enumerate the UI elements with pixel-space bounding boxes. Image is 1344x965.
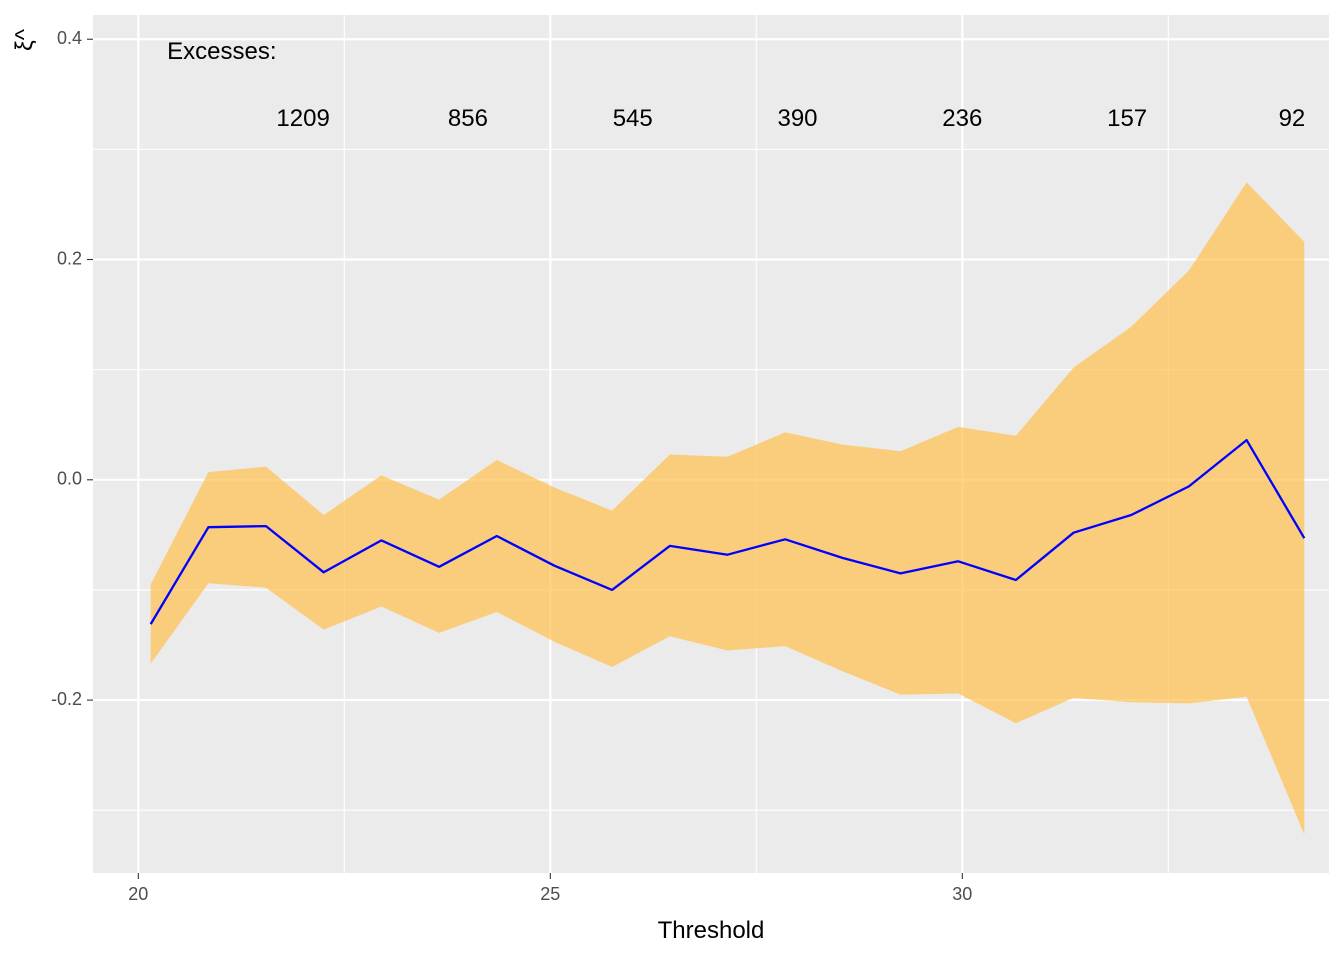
excess-count-label: 545 [613, 105, 653, 132]
excess-count-label: 157 [1107, 105, 1147, 132]
excesses-annotation-layer: Excesses: 1209 856 545 390 236 157 92 [167, 38, 1305, 132]
excess-count-label: 236 [942, 105, 982, 132]
y-tick-label: -0.2 [51, 689, 82, 709]
y-axis: -0.2 0.0 0.2 0.4 [51, 28, 93, 709]
confidence-band [150, 182, 1305, 835]
y-tick-label: 0.2 [57, 248, 82, 268]
x-axis-title: Threshold [658, 917, 765, 944]
excess-count-label: 92 [1279, 105, 1306, 132]
confidence-band-layer [150, 182, 1305, 835]
excesses-header: Excesses: [167, 38, 276, 65]
shape-parameter-line [149, 438, 1306, 625]
excess-count-label: 1209 [276, 105, 329, 132]
excess-count-label: 856 [448, 105, 488, 132]
y-axis-title: ξ^ [11, 28, 38, 51]
series-line-layer [149, 438, 1306, 625]
y-tick-label: 0.4 [57, 28, 82, 48]
x-tick-label: 30 [952, 884, 972, 904]
x-axis: 20 25 30 [128, 873, 972, 904]
x-tick-label: 25 [540, 884, 560, 904]
y-tick-label: 0.0 [57, 469, 82, 489]
excess-count-label: 390 [777, 105, 817, 132]
x-tick-label: 20 [128, 884, 148, 904]
